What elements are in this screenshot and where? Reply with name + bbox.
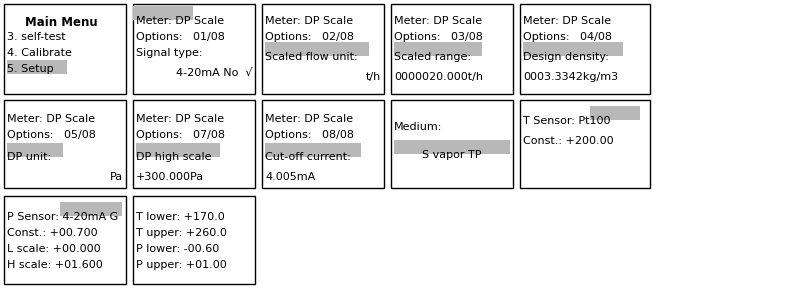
Bar xyxy=(394,42,482,56)
Text: Scaled flow unit:: Scaled flow unit: xyxy=(265,52,358,62)
Bar xyxy=(60,202,122,216)
Text: T lower: +170.0: T lower: +170.0 xyxy=(136,212,225,222)
Bar xyxy=(7,143,63,157)
Text: Design density:: Design density: xyxy=(523,52,609,62)
Bar xyxy=(394,140,510,154)
Bar xyxy=(262,100,384,188)
Text: Meter: DP Scale: Meter: DP Scale xyxy=(265,114,353,124)
Bar xyxy=(133,4,255,94)
Text: Meter: DP Scale: Meter: DP Scale xyxy=(523,16,611,26)
Text: Options:   07/08: Options: 07/08 xyxy=(136,130,225,140)
Text: 3. self-test: 3. self-test xyxy=(7,32,66,42)
Text: T upper: +260.0: T upper: +260.0 xyxy=(136,228,227,238)
Text: Options:   01/08: Options: 01/08 xyxy=(136,32,225,42)
Text: Signal type:: Signal type: xyxy=(136,48,202,58)
Text: Meter: DP Scale: Meter: DP Scale xyxy=(136,16,224,26)
Text: Meter: DP Scale: Meter: DP Scale xyxy=(136,114,224,124)
Text: 4.005mA: 4.005mA xyxy=(265,172,315,182)
Text: DP unit:: DP unit: xyxy=(7,152,51,162)
Bar xyxy=(133,6,193,20)
Text: Medium:: Medium: xyxy=(394,122,442,132)
Text: Pa: Pa xyxy=(110,172,123,182)
Bar xyxy=(265,143,361,157)
Bar xyxy=(4,100,126,188)
Bar xyxy=(133,100,255,188)
Bar xyxy=(520,100,650,188)
Text: Cut-off current:: Cut-off current: xyxy=(265,152,350,162)
Bar xyxy=(520,4,650,94)
Text: Main Menu: Main Menu xyxy=(25,16,98,29)
Text: P Sensor: 4-20mA G: P Sensor: 4-20mA G xyxy=(7,212,118,222)
Text: t/h: t/h xyxy=(366,72,381,82)
Bar xyxy=(4,196,126,284)
Text: Options:   08/08: Options: 08/08 xyxy=(265,130,354,140)
Bar xyxy=(133,196,255,284)
Text: S vapor TP: S vapor TP xyxy=(422,150,482,160)
Text: 0003.3342kg/m3: 0003.3342kg/m3 xyxy=(523,72,618,82)
Bar xyxy=(262,4,384,94)
Text: 4-20mA No  √: 4-20mA No √ xyxy=(175,68,252,78)
Text: +300.000Pa: +300.000Pa xyxy=(136,172,204,182)
Text: Const.: +200.00: Const.: +200.00 xyxy=(523,136,614,146)
Text: Meter: DP Scale: Meter: DP Scale xyxy=(7,114,95,124)
Bar xyxy=(391,4,513,94)
Bar xyxy=(391,100,513,188)
Text: Options:   02/08: Options: 02/08 xyxy=(265,32,354,42)
Bar xyxy=(4,4,126,94)
Text: P upper: +01.00: P upper: +01.00 xyxy=(136,260,226,270)
Bar xyxy=(7,60,67,74)
Text: Scaled range:: Scaled range: xyxy=(394,52,471,62)
Text: DP high scale: DP high scale xyxy=(136,152,211,162)
Text: T Sensor: Pt100: T Sensor: Pt100 xyxy=(523,116,610,126)
Bar xyxy=(523,42,623,56)
Text: Meter: DP Scale: Meter: DP Scale xyxy=(265,16,353,26)
Text: H scale: +01.600: H scale: +01.600 xyxy=(7,260,102,270)
Text: Const.: +00.700: Const.: +00.700 xyxy=(7,228,98,238)
Text: Options:   03/08: Options: 03/08 xyxy=(394,32,483,42)
Bar xyxy=(590,106,640,120)
Text: Options:   04/08: Options: 04/08 xyxy=(523,32,612,42)
Text: 0000020.000t/h: 0000020.000t/h xyxy=(394,72,483,82)
Text: L scale: +00.000: L scale: +00.000 xyxy=(7,244,101,254)
Text: 4. Calibrate: 4. Calibrate xyxy=(7,48,72,58)
Text: P lower: -00.60: P lower: -00.60 xyxy=(136,244,219,254)
Text: 5. Setup: 5. Setup xyxy=(7,64,54,74)
Text: Options:   05/08: Options: 05/08 xyxy=(7,130,96,140)
Text: Meter: DP Scale: Meter: DP Scale xyxy=(394,16,482,26)
Bar xyxy=(136,143,220,157)
Bar xyxy=(265,42,369,56)
